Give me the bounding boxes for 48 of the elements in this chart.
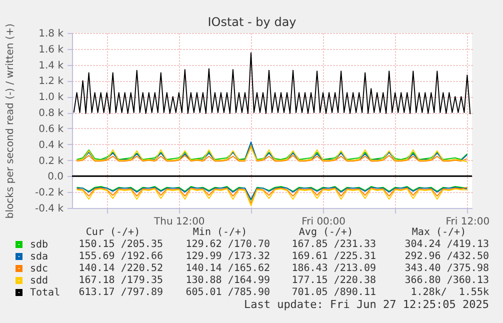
y-tick-label: 0.6 k bbox=[38, 124, 64, 135]
x-tick-label: Fri 12:00 bbox=[446, 216, 490, 228]
legend-label: sdd bbox=[30, 276, 48, 286]
text: 613.17 /797.89 bbox=[78, 287, 163, 299]
x-tick-label: Thu 12:00 bbox=[153, 216, 205, 228]
text: Avg (-/+) bbox=[298, 227, 354, 239]
text: 130.88 /164.99 bbox=[184, 275, 270, 287]
y-tick-label: 1.0 k bbox=[38, 92, 64, 104]
legend-label: sdb bbox=[30, 240, 48, 250]
text: 169.61 /225.31 bbox=[290, 251, 376, 263]
text: 140.14 /165.62 bbox=[184, 263, 270, 275]
text: 129.62 /170.70 bbox=[184, 239, 270, 251]
chart-title: IOstat - by day bbox=[208, 14, 296, 29]
legend-label: Total bbox=[30, 288, 60, 298]
y-tick-label: -0.2 k bbox=[35, 188, 64, 199]
legend-label: sda bbox=[30, 252, 48, 262]
y-tick-label: 1.2 k bbox=[38, 76, 64, 88]
line-series bbox=[73, 52, 471, 115]
text: 150.15 /205.35 bbox=[78, 239, 163, 251]
text: Max (-/+) bbox=[410, 227, 468, 239]
text: 155.69 /192.66 bbox=[78, 251, 163, 263]
y-tick-label: 0.0 bbox=[48, 172, 64, 183]
text: 129.99 /173.32 bbox=[184, 251, 270, 263]
legend-label: sdc bbox=[30, 264, 48, 274]
x-tick-label: Fri 00:00 bbox=[302, 216, 346, 228]
y-tick-label: 1.6 k bbox=[38, 44, 64, 56]
y-tick-label: 0.8 k bbox=[38, 108, 64, 120]
text: Last update: Fri Jun 27 12:25:05 2025 bbox=[244, 298, 489, 311]
y-tick-label: 1.4 k bbox=[38, 60, 64, 72]
text: 605.01 /785.90 bbox=[184, 287, 270, 299]
text: 292.96 /432.50 bbox=[404, 251, 489, 263]
text: 186.43 /213.09 bbox=[290, 263, 376, 275]
text: 343.40 /375.98 bbox=[404, 263, 489, 275]
text: 1.28k/ 1.55k bbox=[410, 287, 489, 299]
text: 167.85 /231.33 bbox=[290, 239, 376, 251]
text: 140.14 /220.52 bbox=[78, 263, 163, 275]
text: 304.24 /419.13 bbox=[404, 239, 489, 251]
y-tick-label: 0.4 k bbox=[38, 140, 64, 151]
text: 701.05 /890.11 bbox=[290, 287, 376, 299]
text: 167.18 /179.35 bbox=[78, 275, 163, 287]
text: 366.80 /360.13 bbox=[404, 275, 489, 287]
y-tick-label: -0.4 k bbox=[35, 204, 64, 214]
text: Cur (-/+) bbox=[84, 227, 142, 239]
y-tick-label: 0.2 k bbox=[38, 156, 64, 167]
text: 177.15 /220.38 bbox=[290, 275, 376, 287]
y-axis-title: blocks per second read (-) / written (+) bbox=[5, 23, 16, 219]
y-tick-label: 1.8 k bbox=[38, 28, 64, 40]
text: Min (-/+) bbox=[192, 227, 248, 239]
